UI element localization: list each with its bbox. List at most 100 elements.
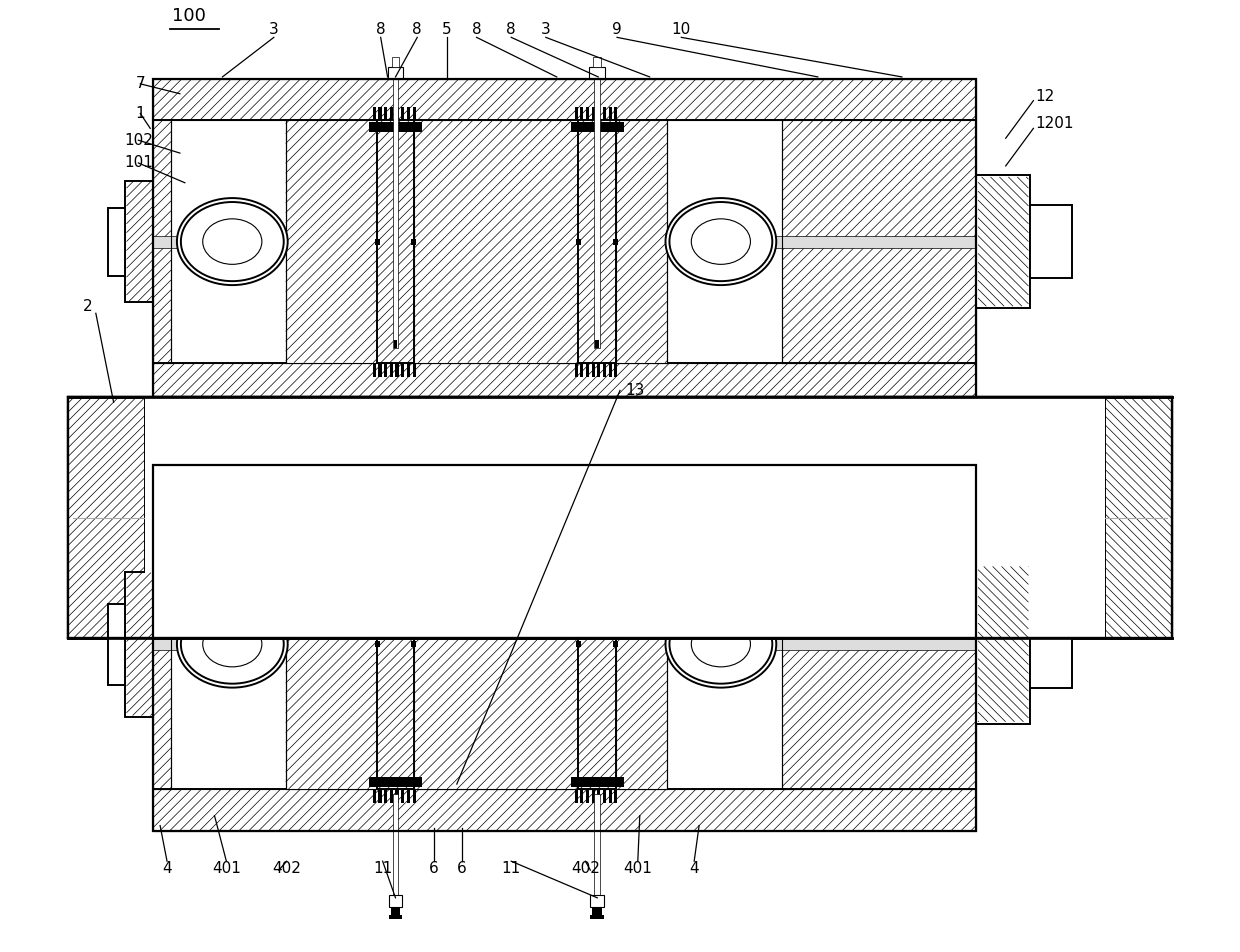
Bar: [393, 794, 398, 895]
Bar: [782, 499, 976, 789]
Bar: [154, 638, 976, 650]
Bar: [413, 486, 415, 499]
Bar: [574, 107, 578, 121]
Text: 3: 3: [541, 22, 551, 37]
Bar: [374, 239, 379, 245]
Bar: [579, 121, 616, 363]
Text: 3: 3: [269, 22, 279, 37]
Bar: [402, 363, 404, 377]
Bar: [154, 121, 171, 363]
Bar: [1105, 397, 1172, 638]
Bar: [585, 789, 589, 803]
Text: 101: 101: [124, 155, 153, 170]
Bar: [598, 107, 600, 121]
Ellipse shape: [666, 198, 776, 285]
Bar: [393, 79, 398, 347]
Bar: [126, 573, 153, 716]
Text: 8: 8: [376, 22, 386, 37]
Bar: [154, 236, 976, 248]
Bar: [590, 895, 604, 906]
Bar: [616, 121, 667, 363]
Text: 13: 13: [625, 383, 645, 398]
Bar: [373, 107, 376, 121]
Bar: [388, 915, 403, 919]
Bar: [1030, 206, 1071, 278]
Bar: [402, 107, 404, 121]
Bar: [978, 177, 1028, 307]
Text: 1: 1: [135, 106, 145, 121]
Ellipse shape: [670, 202, 773, 281]
Bar: [613, 641, 618, 647]
Bar: [614, 486, 618, 499]
Bar: [374, 641, 379, 647]
Text: 10: 10: [672, 22, 691, 37]
Text: 11: 11: [502, 861, 521, 876]
Bar: [377, 121, 414, 363]
Ellipse shape: [692, 622, 750, 666]
Bar: [402, 789, 404, 803]
Bar: [396, 363, 398, 377]
Bar: [125, 571, 154, 717]
Bar: [414, 121, 579, 363]
Bar: [373, 789, 376, 803]
Ellipse shape: [177, 198, 288, 285]
Bar: [388, 67, 403, 79]
Bar: [412, 641, 417, 647]
Bar: [603, 789, 606, 803]
Bar: [598, 789, 600, 803]
Bar: [413, 789, 415, 803]
Bar: [598, 363, 600, 377]
Bar: [145, 397, 1105, 638]
Bar: [154, 465, 976, 830]
Bar: [603, 107, 606, 121]
Text: 402: 402: [273, 861, 301, 876]
Bar: [609, 107, 611, 121]
Bar: [593, 57, 601, 67]
Text: 8: 8: [506, 22, 516, 37]
Bar: [396, 486, 398, 499]
Bar: [393, 340, 398, 347]
Bar: [591, 363, 595, 377]
Bar: [598, 486, 600, 499]
Bar: [68, 397, 145, 638]
Bar: [396, 107, 398, 121]
Bar: [591, 789, 595, 803]
Bar: [108, 604, 125, 684]
Bar: [591, 486, 595, 499]
Bar: [154, 79, 976, 121]
Text: 102: 102: [124, 132, 153, 148]
Text: 401: 401: [624, 861, 652, 876]
Bar: [407, 486, 410, 499]
Bar: [154, 465, 976, 830]
Ellipse shape: [177, 601, 288, 687]
Bar: [154, 789, 976, 830]
Text: 100: 100: [172, 7, 206, 25]
Bar: [574, 363, 578, 377]
Text: 5: 5: [443, 22, 451, 37]
Bar: [580, 363, 583, 377]
Bar: [577, 239, 582, 245]
Text: 8: 8: [413, 22, 422, 37]
Bar: [407, 107, 410, 121]
Text: 7: 7: [135, 76, 145, 91]
Bar: [125, 181, 154, 302]
Bar: [373, 486, 376, 499]
Bar: [1030, 601, 1071, 687]
Bar: [978, 566, 1028, 722]
Bar: [154, 79, 976, 397]
Text: 1201: 1201: [1035, 116, 1074, 131]
Bar: [577, 641, 582, 647]
Bar: [285, 121, 377, 363]
Bar: [377, 499, 414, 789]
Bar: [389, 107, 393, 121]
Bar: [378, 789, 382, 803]
Bar: [384, 789, 387, 803]
Bar: [590, 915, 604, 919]
Bar: [407, 363, 410, 377]
Text: 4: 4: [689, 861, 699, 876]
Bar: [574, 789, 578, 803]
Ellipse shape: [181, 605, 284, 684]
Bar: [594, 79, 600, 347]
Bar: [392, 57, 399, 67]
Text: 6: 6: [456, 861, 466, 876]
